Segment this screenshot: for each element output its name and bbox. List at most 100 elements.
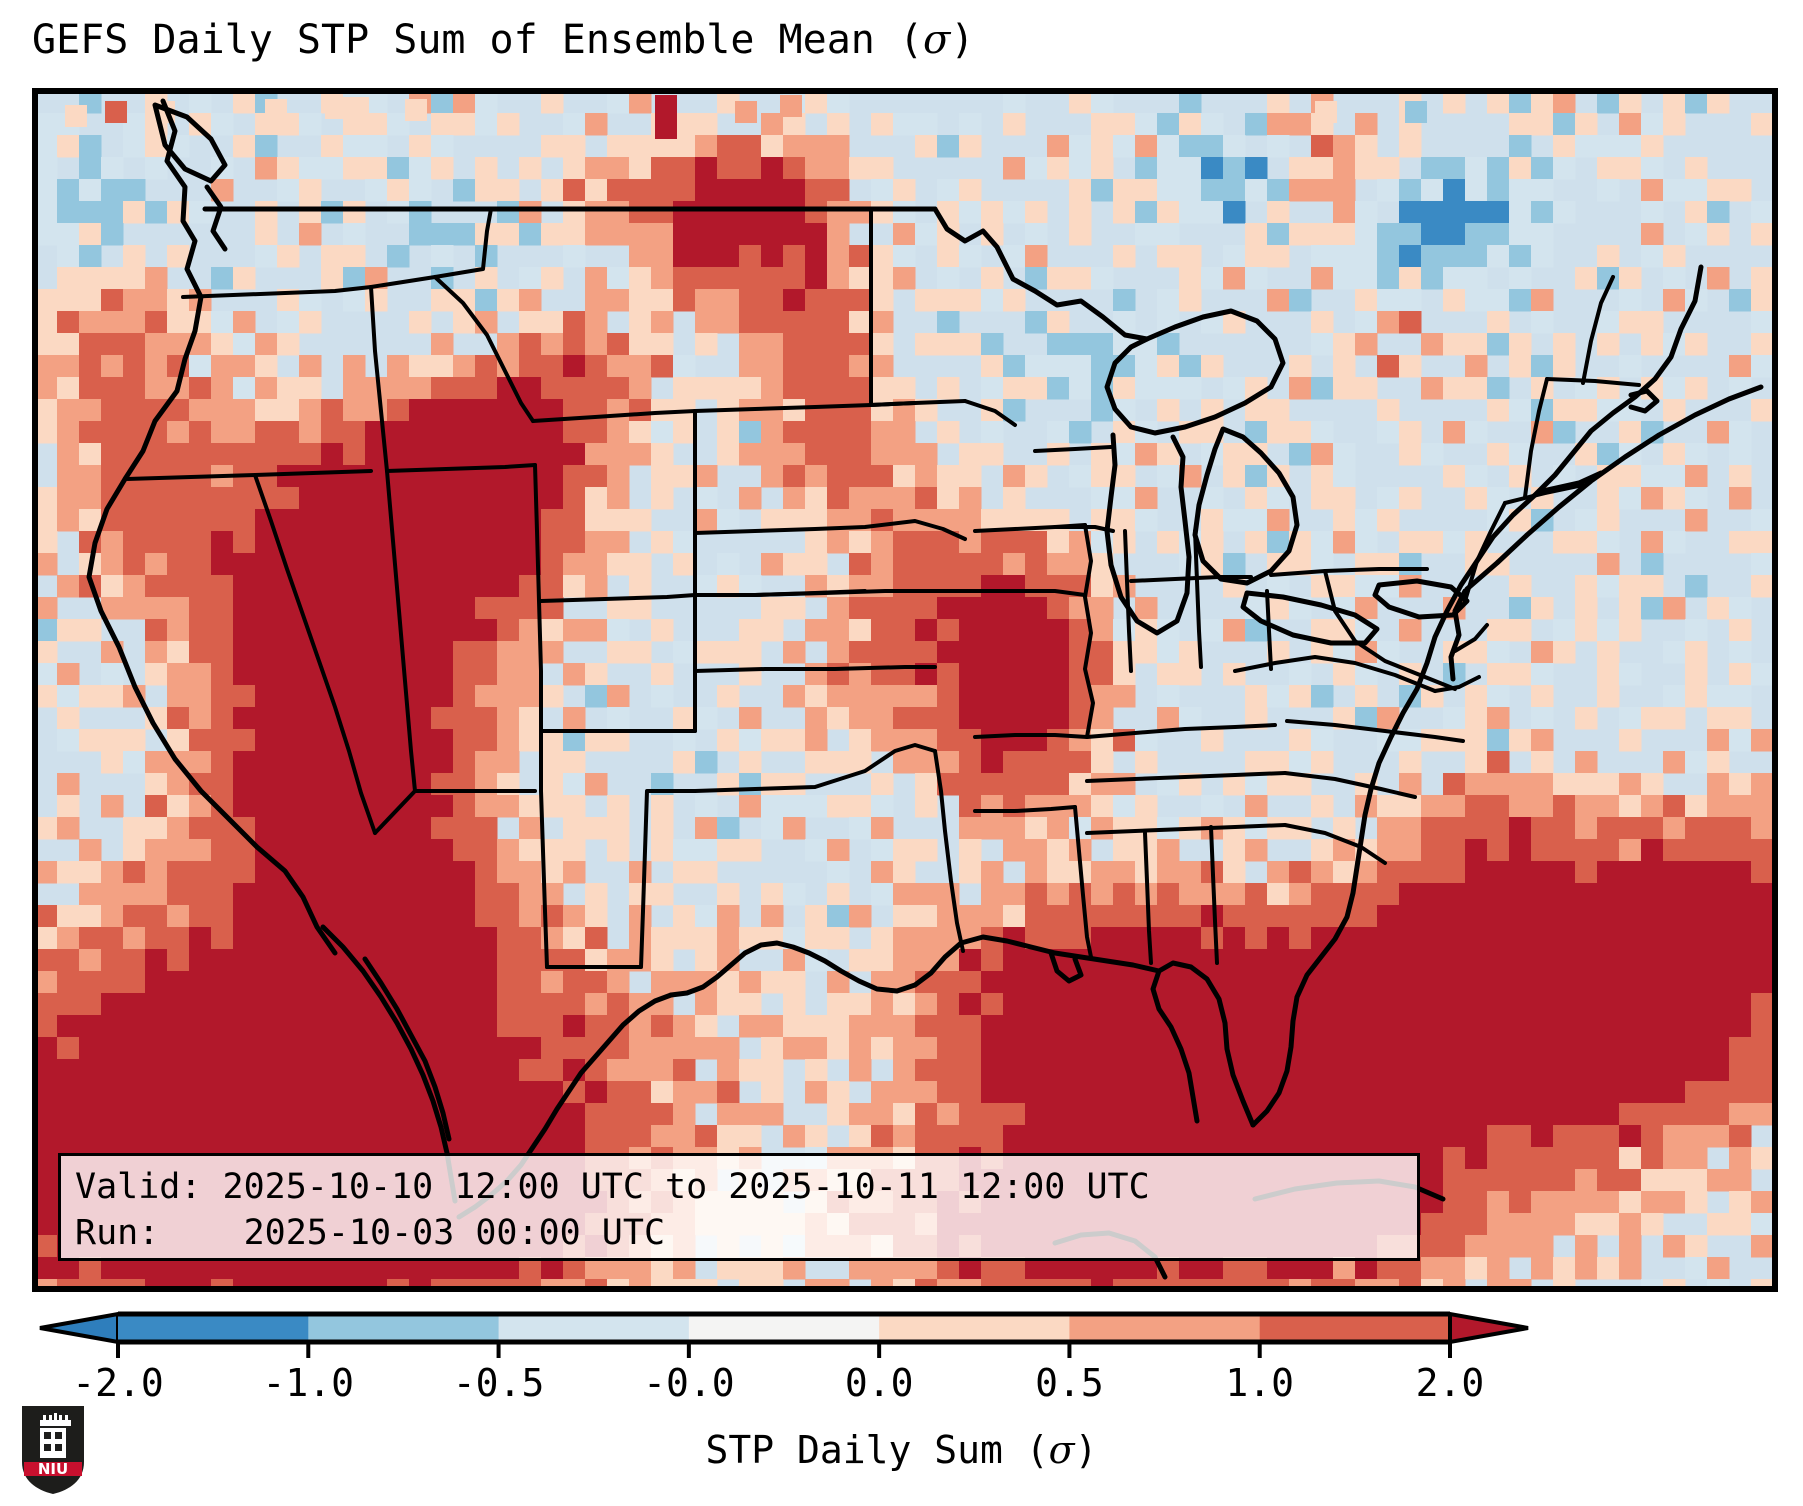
heatmap-cell bbox=[1707, 91, 1730, 114]
heatmap-cell bbox=[1575, 861, 1598, 884]
heatmap-cell bbox=[211, 575, 234, 598]
heatmap-cell bbox=[1443, 223, 1466, 246]
heatmap-cell bbox=[519, 993, 542, 1016]
heatmap-cell bbox=[101, 421, 124, 444]
heatmap-cell bbox=[1113, 421, 1136, 444]
heatmap-cell bbox=[1663, 113, 1686, 136]
heatmap-cell bbox=[1531, 839, 1554, 862]
heatmap-cell bbox=[453, 993, 476, 1016]
heatmap-cell bbox=[1245, 1015, 1268, 1038]
heatmap-cell bbox=[233, 949, 256, 972]
heatmap-cell bbox=[1509, 927, 1532, 950]
heatmap-cell bbox=[1399, 421, 1422, 444]
heatmap-cell bbox=[1443, 1191, 1466, 1214]
coastline-chesapeake bbox=[1448, 588, 1468, 682]
map-panel[interactable] bbox=[32, 88, 1778, 1292]
heatmap-cell bbox=[1663, 1059, 1686, 1082]
heatmap-cell bbox=[739, 179, 762, 202]
heatmap-cell bbox=[849, 1037, 872, 1060]
heatmap-cell bbox=[1509, 443, 1532, 466]
heatmap-cell bbox=[1553, 113, 1576, 136]
heatmap-cell bbox=[607, 333, 630, 356]
heatmap-cell bbox=[695, 905, 718, 928]
coastline-mississippi-delta bbox=[1048, 950, 1084, 984]
heatmap-cell bbox=[563, 817, 586, 840]
heatmap-cell bbox=[1553, 531, 1576, 554]
heatmap-cell bbox=[519, 817, 542, 840]
heatmap-cell bbox=[717, 883, 740, 906]
heatmap-cell bbox=[453, 91, 476, 114]
heatmap-cell bbox=[1663, 487, 1686, 510]
heatmap-cell bbox=[695, 245, 718, 268]
heatmap-cell bbox=[585, 421, 608, 444]
heatmap-cell bbox=[211, 531, 234, 554]
heatmap-cell bbox=[145, 355, 168, 378]
heatmap-cell bbox=[1223, 1257, 1246, 1280]
heatmap-cell bbox=[497, 223, 520, 246]
heatmap-cell bbox=[893, 751, 916, 774]
heatmap-cell bbox=[233, 663, 256, 686]
heatmap-cell bbox=[1201, 509, 1224, 532]
heatmap-cell bbox=[1333, 949, 1356, 972]
heatmap-cell bbox=[1641, 1125, 1664, 1148]
heatmap-cell bbox=[35, 179, 58, 202]
heatmap-cell bbox=[541, 377, 564, 400]
heatmap-cell bbox=[915, 685, 938, 708]
heatmap-cell bbox=[959, 597, 982, 620]
colorbar-canvas[interactable] bbox=[0, 1300, 1803, 1362]
map-canvas[interactable] bbox=[35, 91, 1775, 1289]
heatmap-cell bbox=[1619, 707, 1642, 730]
heatmap-cell bbox=[233, 1103, 256, 1126]
heatmap-cell bbox=[431, 289, 454, 312]
page-title-text: GEFS Daily STP Sum of Ensemble Mean ( bbox=[32, 17, 924, 63]
colorbar[interactable]: -2.0 -1.0 -0.5 -0.0 0.0 0.5 1.0 2.0 STP Daily S… bbox=[0, 1300, 1803, 1506]
heatmap-cell bbox=[805, 839, 828, 862]
heatmap-cell bbox=[519, 355, 542, 378]
heatmap-cell bbox=[387, 377, 410, 400]
heatmap-cell bbox=[761, 509, 784, 532]
heatmap-cell bbox=[1707, 1015, 1730, 1038]
heatmap-cell bbox=[1113, 905, 1136, 928]
heatmap-cell bbox=[233, 135, 256, 158]
heatmap-cell bbox=[167, 1125, 190, 1148]
heatmap-cell bbox=[167, 795, 190, 818]
heatmap-cell bbox=[1377, 817, 1400, 840]
heatmap-cell bbox=[651, 245, 674, 268]
heatmap-cell bbox=[211, 641, 234, 664]
heatmap-cell bbox=[1421, 267, 1444, 290]
heatmap-cell bbox=[1707, 1125, 1730, 1148]
heatmap-cell bbox=[1223, 553, 1246, 576]
heatmap-cell bbox=[145, 751, 168, 774]
heatmap-cell bbox=[541, 1037, 564, 1060]
heatmap-cell bbox=[167, 817, 190, 840]
heatmap-cell bbox=[1421, 1147, 1444, 1170]
heatmap-cell bbox=[1685, 223, 1708, 246]
heatmap-cell bbox=[629, 1103, 652, 1126]
heatmap-cell bbox=[871, 509, 894, 532]
heatmap-cell bbox=[1531, 663, 1554, 686]
heatmap-cell bbox=[255, 927, 278, 950]
heatmap-cell bbox=[1465, 1191, 1488, 1214]
heatmap-cell bbox=[255, 421, 278, 444]
heatmap-cell bbox=[1553, 861, 1576, 884]
heatmap-cell bbox=[1443, 1279, 1466, 1289]
heatmap-cell bbox=[1289, 1037, 1312, 1060]
heatmap-cell bbox=[1597, 1125, 1620, 1148]
heatmap-cell bbox=[123, 839, 146, 862]
heatmap-cell bbox=[607, 817, 630, 840]
heatmap-cell bbox=[1575, 399, 1598, 422]
heatmap-cell bbox=[1157, 685, 1180, 708]
heatmap-cell bbox=[1553, 135, 1576, 158]
heatmap-cell bbox=[1597, 839, 1620, 862]
heatmap-cell bbox=[277, 1059, 300, 1082]
heatmap-cell bbox=[1003, 817, 1026, 840]
heatmap-cell bbox=[1047, 377, 1070, 400]
heatmap-cell bbox=[893, 465, 916, 488]
heatmap-cell bbox=[1707, 993, 1730, 1016]
heatmap-cell bbox=[827, 795, 850, 818]
colorbar-bin-2 bbox=[498, 1314, 690, 1342]
heatmap-cell bbox=[1465, 685, 1488, 708]
heatmap-cell bbox=[497, 707, 520, 730]
heatmap-cell bbox=[431, 421, 454, 444]
heatmap-cell bbox=[409, 201, 432, 224]
